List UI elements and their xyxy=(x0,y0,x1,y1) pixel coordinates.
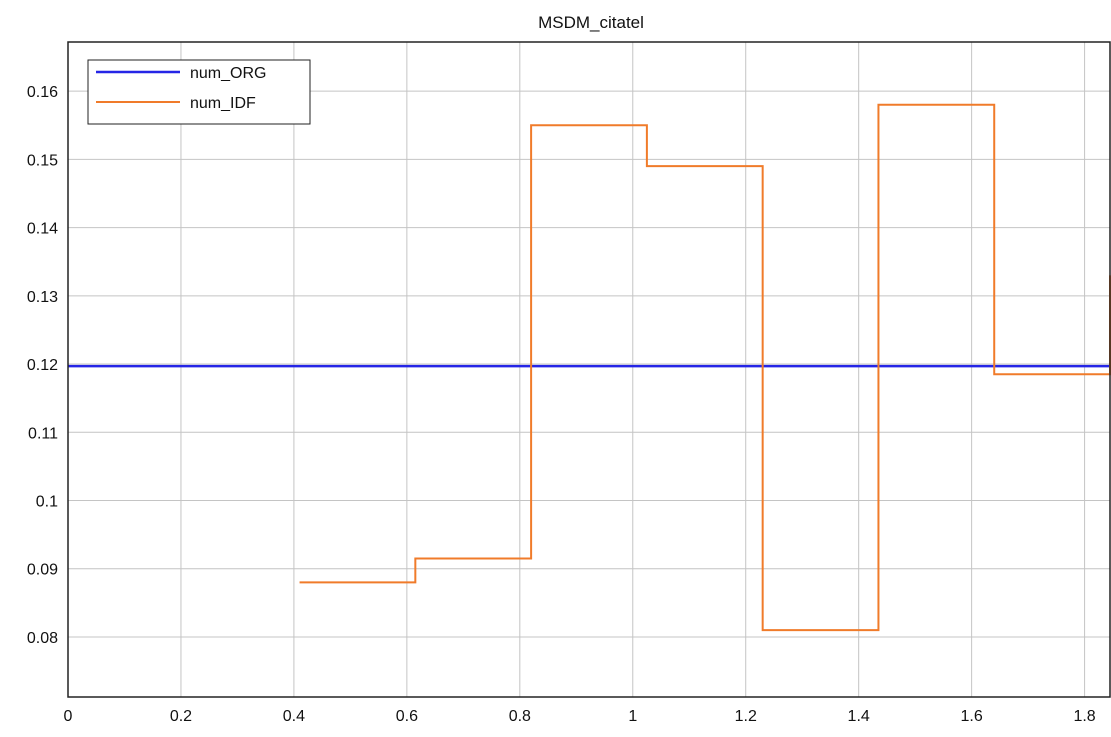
y-tick-label: 0.13 xyxy=(27,289,58,306)
y-tick-label: 0.09 xyxy=(27,562,58,579)
legend[interactable]: num_ORG num_IDF xyxy=(87,59,311,125)
x-tick-label: 1.6 xyxy=(961,708,983,725)
y-tick-label: 0.11 xyxy=(28,425,58,442)
chart-title: MSDM_citatel xyxy=(538,13,644,32)
x-tick-label: 1.8 xyxy=(1073,708,1095,725)
plot-area xyxy=(68,42,1110,697)
y-tick-label: 0.14 xyxy=(27,221,58,238)
x-tick-label: 0.4 xyxy=(283,708,305,725)
y-tick-label: 0.15 xyxy=(27,152,58,169)
grid xyxy=(67,42,1110,697)
y-tick-label: 0.08 xyxy=(27,630,58,647)
plot-frame xyxy=(67,41,1111,698)
legend-box xyxy=(87,59,311,125)
x-tick-label: 0.8 xyxy=(509,708,531,725)
legend-label-num-org: num_ORG xyxy=(190,65,266,82)
x-tick-label: 0 xyxy=(64,708,73,725)
legend-label-num-idf: num_IDF xyxy=(190,95,256,112)
y-tick-label: 0.12 xyxy=(27,357,58,374)
series-line-num-idf xyxy=(299,103,1111,632)
y-tick-label: 0.1 xyxy=(36,494,58,511)
axis-ticks: 0 0.2 0.4 0.6 0.8 1 1.2 1.4 1.6 1.8 0.08 0.09 0.1 0.1… xyxy=(27,84,1096,725)
x-tick-label: 0.2 xyxy=(170,708,192,725)
y-tick-label: 0.16 xyxy=(27,84,58,101)
x-tick-label: 1.4 xyxy=(848,708,870,725)
x-tick-label: 1 xyxy=(628,708,637,725)
x-tick-label: 0.6 xyxy=(396,708,418,725)
x-tick-label: 1.2 xyxy=(735,708,757,725)
series-layer xyxy=(68,103,1111,632)
